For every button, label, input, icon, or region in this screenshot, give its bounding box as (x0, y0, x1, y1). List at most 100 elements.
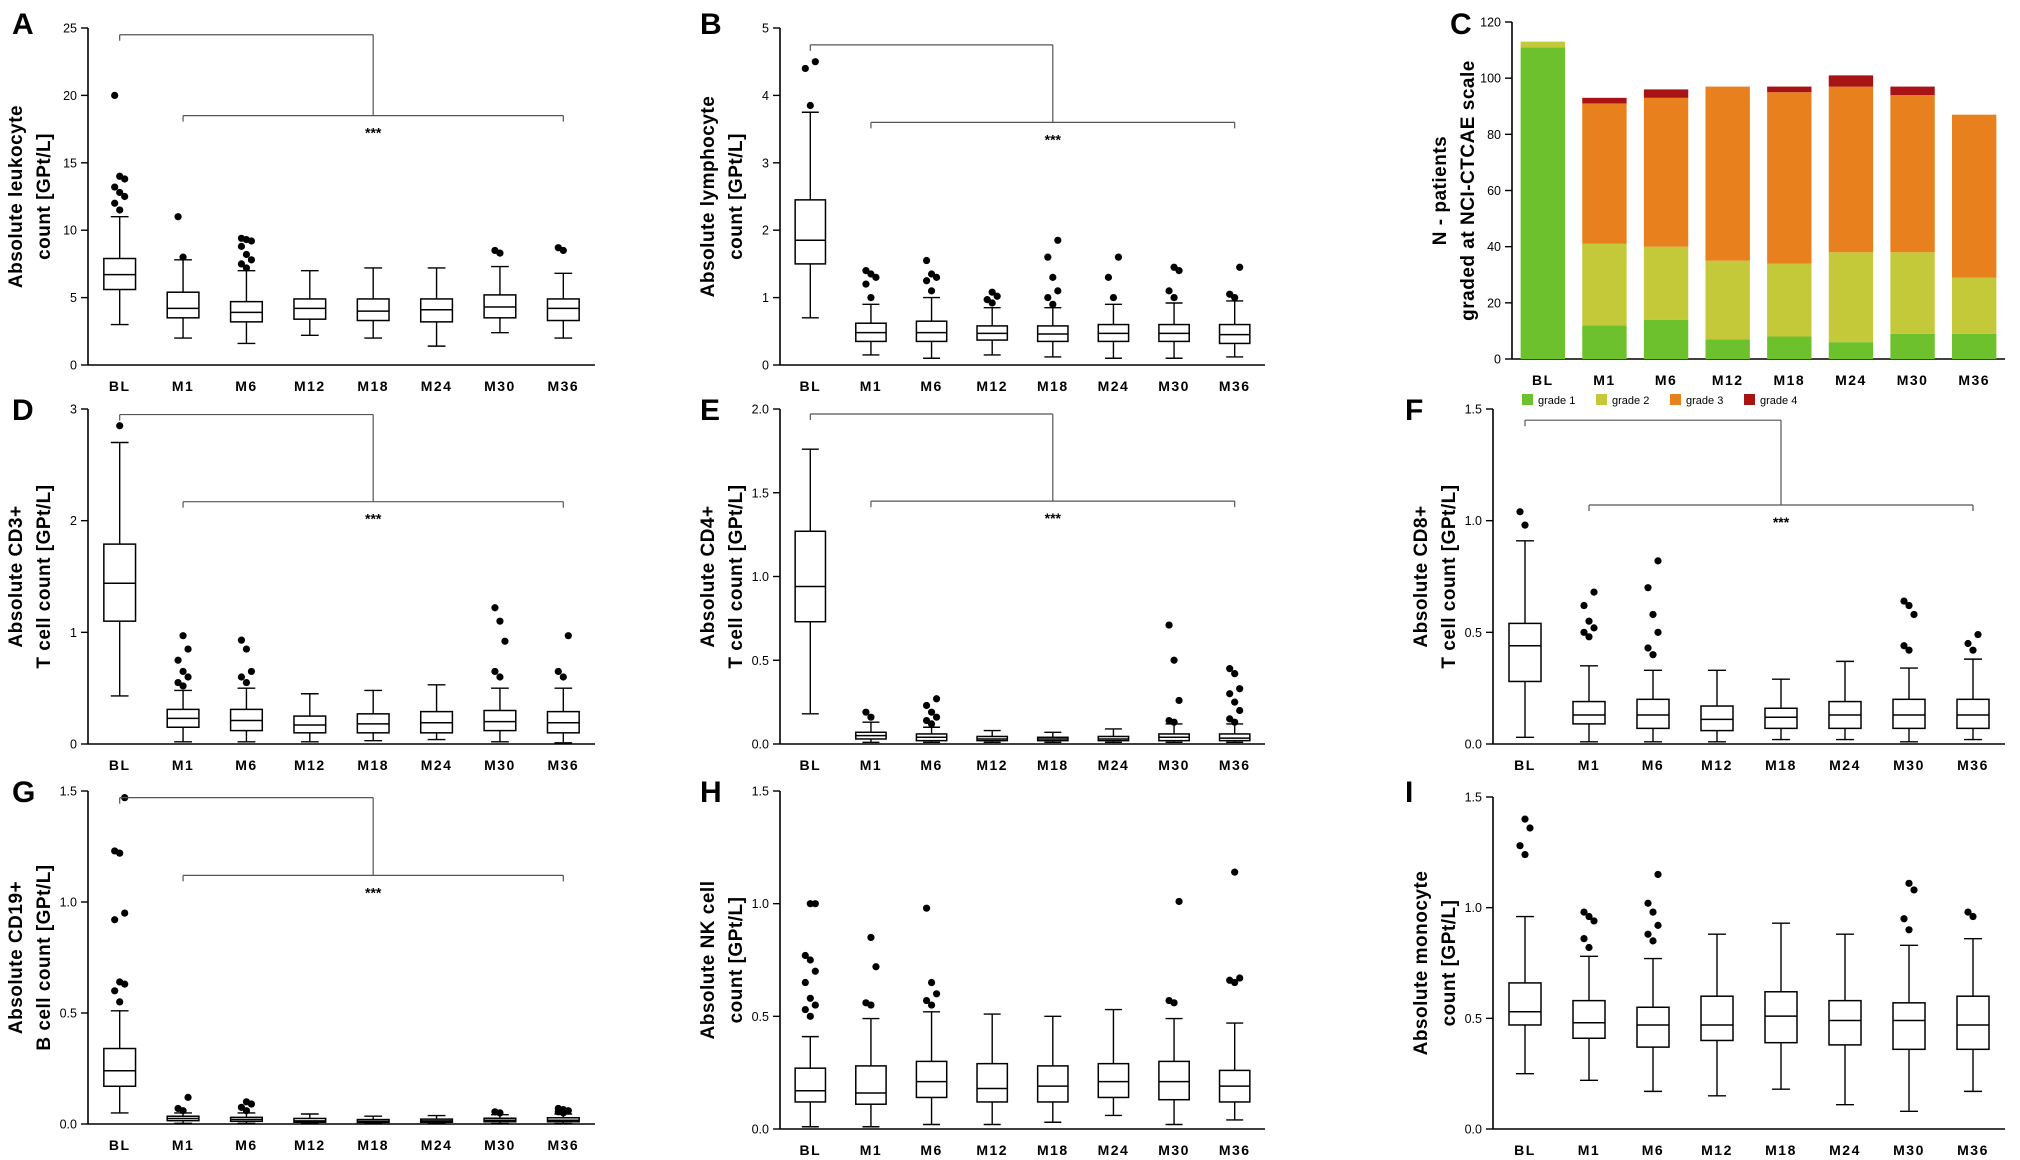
outlier-point (1526, 824, 1534, 832)
box-m24 (1828, 933, 1862, 1106)
outlier-point (1590, 917, 1598, 925)
legend: grade 1 grade 2 grade 3 grade 4 (1522, 394, 1797, 407)
outlier-point (1905, 926, 1913, 934)
bar-segment-grade-2 (1582, 243, 1627, 326)
outlier-point (116, 188, 124, 197)
outlier-point (247, 667, 256, 676)
y-axis-label-line: count [GPt/L] (726, 897, 747, 1024)
box-m30 (1892, 879, 1926, 1112)
outlier-point (1516, 508, 1524, 516)
y-tick-label: 2.0 (752, 403, 769, 417)
outlier-point (1910, 886, 1918, 894)
outlier-point (184, 645, 192, 653)
significance-bracket: *** (119, 34, 564, 141)
outlier-point (111, 183, 119, 191)
outlier-point (1580, 601, 1588, 610)
box-iqr (794, 530, 827, 623)
outlier-point (496, 617, 504, 625)
y-tick-label: 1.0 (752, 570, 769, 584)
y-tick-label: 0.0 (1465, 738, 1482, 752)
outlier-point (1654, 628, 1662, 636)
x-tick-label: M24 (421, 1137, 453, 1153)
box-m12 (1700, 933, 1734, 1097)
y-tick-label: 0 (70, 738, 77, 752)
outlier-point (174, 213, 182, 221)
outlier-point (1226, 290, 1234, 298)
box-m6 (229, 1098, 264, 1125)
outlier-point (1044, 253, 1052, 261)
box-iqr (1892, 1002, 1926, 1051)
outlier-point (179, 632, 187, 640)
bar-segment-grade-3 (1767, 92, 1812, 264)
x-tick-label: M36 (1219, 1142, 1251, 1158)
outlier-point (1231, 670, 1239, 678)
outlier-point (922, 256, 931, 265)
y-tick-label: 0.0 (752, 738, 769, 752)
outlier-point (1585, 617, 1593, 625)
box-bl (794, 900, 827, 1128)
outlier-point (116, 422, 124, 430)
outlier-point (1236, 685, 1244, 693)
box-m36 (546, 1104, 580, 1125)
x-tick-label: M1 (860, 1142, 882, 1158)
outlier-point (1590, 588, 1598, 596)
legend-entry: grade 3 (1686, 395, 1723, 407)
outlier-point (1175, 897, 1183, 906)
bar-segment-grade-3 (1643, 97, 1689, 247)
box-bl (103, 422, 137, 697)
box-bl (1508, 508, 1542, 738)
bar-segment-grade-3 (1890, 95, 1935, 253)
x-tick-label: M18 (1773, 372, 1805, 388)
box-m30 (1158, 621, 1190, 744)
x-tick-label: M18 (1765, 1142, 1797, 1158)
outlier-point (116, 978, 124, 986)
y-axis-label-line: Absolute leukocyte (6, 105, 27, 288)
y-axis-label-line: count [GPt/L] (1439, 900, 1460, 1027)
box-m18 (1036, 236, 1069, 358)
outlier-point (1905, 646, 1913, 654)
x-tick-label: M1 (1578, 1142, 1600, 1158)
outlier-point (501, 637, 509, 645)
outlier-point (179, 667, 187, 676)
legend-entry: grade 2 (1612, 395, 1649, 407)
x-tick-label: M6 (920, 757, 942, 773)
x-tick-label: M1 (172, 1137, 194, 1153)
bar-segment-grade-1 (1767, 336, 1812, 359)
outlier-point (1165, 621, 1173, 629)
outlier-point (237, 673, 246, 681)
box-m36 (1218, 665, 1251, 744)
box-m6 (915, 695, 948, 744)
outlier-point (1585, 633, 1593, 641)
box-bl (1508, 815, 1542, 1075)
panel-h: H 0.0 0.5 1.0 1.5 BL M1 M6 M12 M18 M24 M30 M36 Absolu… (698, 776, 1265, 1158)
box-iqr (1508, 622, 1542, 683)
y-tick-label: 0 (1494, 353, 1501, 367)
y-tick-label: 3 (762, 156, 769, 170)
x-tick-label: BL (109, 757, 131, 773)
box-m12 (293, 693, 327, 743)
x-tick-label: M6 (1642, 757, 1664, 773)
y-axis-label-line: T cell count [GPt/L] (1439, 484, 1460, 668)
y-tick-label: 80 (1487, 128, 1501, 142)
y-axis-label: N - patients graded at NCI-CTCAE scale (1430, 60, 1479, 321)
box-m36 (1956, 908, 1990, 1093)
outlier-point (564, 632, 572, 640)
y-axis-label: Absolute CD4+ T cell count [GPt/L] (698, 484, 747, 668)
outlier-point (491, 246, 499, 255)
outlier-point (491, 604, 499, 612)
outlier-point (491, 1108, 499, 1116)
box-iqr (1036, 1065, 1069, 1103)
outlier-point (922, 996, 931, 1005)
box-iqr (1828, 999, 1862, 1046)
x-tick-label: M30 (484, 1137, 516, 1153)
outlier-point (806, 900, 814, 908)
box-m30 (483, 246, 517, 334)
significance-label: *** (365, 884, 382, 900)
bar-segment-grade-4 (1643, 89, 1689, 98)
bar-segment-grade-2 (1520, 41, 1565, 48)
x-tick-label: M12 (1712, 372, 1744, 388)
y-tick-label: 1 (762, 291, 769, 305)
outlier-point (811, 1001, 819, 1009)
x-tick-label: M36 (547, 378, 579, 394)
x-tick-label: M30 (484, 757, 516, 773)
